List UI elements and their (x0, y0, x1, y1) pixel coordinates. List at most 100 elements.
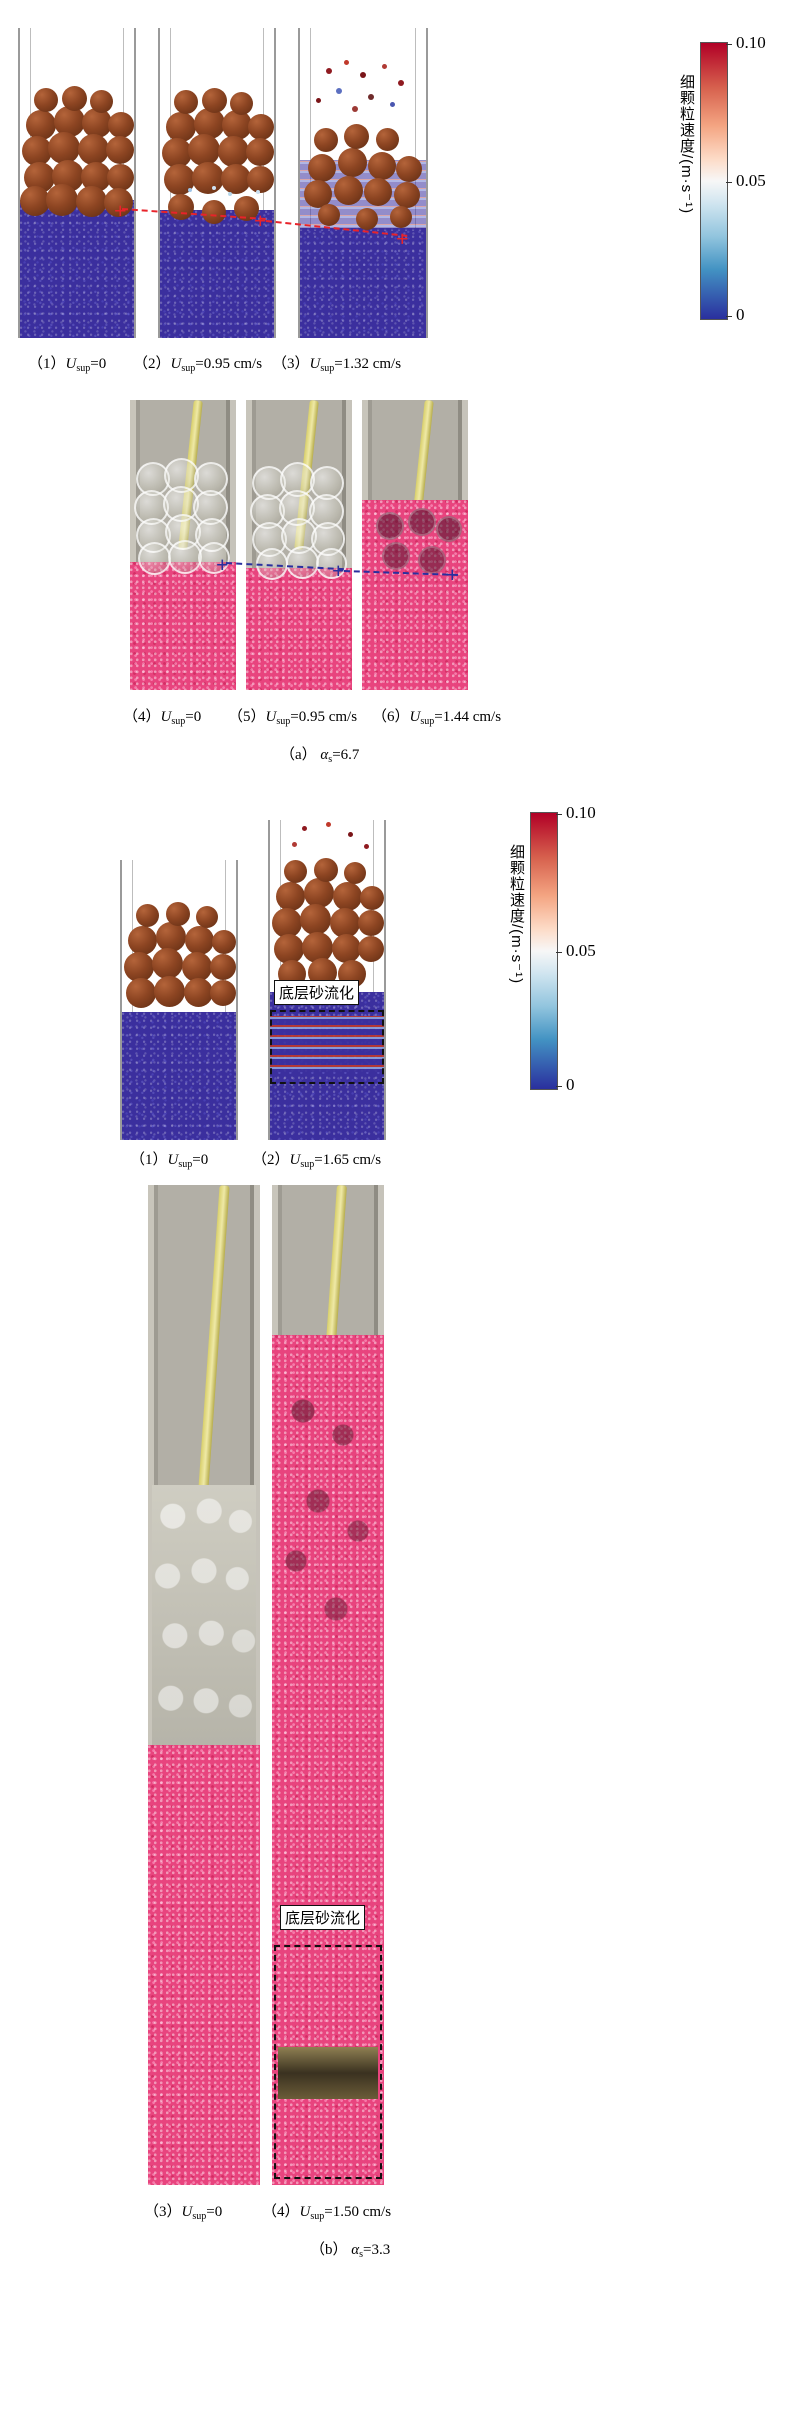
fluidization-highlight-box (270, 1010, 384, 1084)
glass-bead (198, 542, 230, 574)
column-wall-right-icon (236, 860, 238, 1140)
coarse-particle (166, 112, 196, 142)
colorbar-title: 细颗粒速度/(m·s⁻¹) (678, 74, 695, 215)
coarse-particle (34, 88, 58, 112)
coarse-particle (168, 194, 194, 220)
panel-a-label: （a） αs=6.7 (280, 747, 360, 765)
coarse-particle (390, 206, 412, 228)
coarse-particle (368, 152, 396, 180)
column-inner-wall-icon (373, 820, 374, 1140)
fine-sand-bed (300, 228, 426, 338)
caption-b4: （4）Usup=1.50 cm/s (262, 2204, 392, 2222)
coarse-particle (202, 88, 227, 113)
coarse-particle (26, 110, 56, 140)
fine-pink-sand-bed (130, 562, 236, 690)
colorbar-gradient (530, 812, 558, 1090)
coarse-particle (302, 932, 333, 963)
column-wall-left-icon (298, 28, 300, 338)
column-wall-left-icon (268, 820, 270, 1140)
coarse-particle (62, 86, 87, 111)
ejected-fine-particle (326, 822, 331, 827)
coarse-particle (128, 926, 157, 955)
caption-a1: （1）Usup=0 (28, 356, 107, 374)
coarse-particle (230, 92, 253, 115)
coarse-particle (318, 204, 340, 226)
photo-column-a4: + (130, 400, 236, 690)
colorbar-tick (556, 814, 562, 815)
panel-b-simulation-row: 底层砂流化 (120, 820, 420, 1140)
coarse-particle (314, 858, 338, 882)
glass-bead (168, 540, 202, 574)
ejected-fine-particle (364, 844, 369, 849)
photo-column-a5: + (246, 400, 352, 690)
coarse-particle (78, 134, 109, 165)
interface-marker-a6: + (446, 562, 459, 587)
colorbar-panel-b: 0.10 0.05 0 细颗粒速度/(m·s⁻¹) (508, 803, 626, 1096)
fine-sand-bed (160, 210, 274, 338)
coarse-particle (20, 186, 50, 216)
coarse-particle (90, 90, 113, 113)
coarse-particle (46, 184, 78, 216)
ejected-fine-particle (292, 842, 297, 847)
fine-pink-sand-bed (246, 568, 352, 690)
coarse-particle (300, 904, 331, 935)
coarse-particle (202, 200, 226, 224)
coarse-particle (166, 902, 190, 926)
coarse-particle (284, 860, 307, 883)
column-wall-right-icon (134, 28, 136, 338)
photo-column-b3 (148, 1185, 260, 2185)
fluidization-annotation: 底层砂流化 (280, 1905, 366, 1930)
coarse-particle (136, 904, 159, 927)
coarse-particle (358, 910, 384, 936)
photo-column-a6: + (362, 400, 468, 690)
coarse-particle (333, 882, 362, 911)
coarse-particle (162, 138, 192, 168)
colorbar-title: 细颗粒速度/(m·s⁻¹) (508, 844, 525, 985)
glass-bead (138, 542, 171, 575)
fine-particle-splash (212, 186, 216, 190)
coarse-particle (185, 926, 214, 955)
panel-b-label: （b） αs=3.3 (310, 2242, 391, 2260)
coarse-particle (192, 162, 224, 194)
coarse-particle (330, 908, 360, 938)
colorbar-tick (556, 952, 562, 953)
glass-bead-embedded (436, 516, 462, 542)
column-wall-right-icon (426, 28, 428, 338)
coarse-particle (272, 908, 302, 938)
fine-sand-bed (20, 200, 134, 338)
ejected-fine-particle (348, 832, 353, 837)
glass-bead-embedded (418, 546, 446, 574)
coarse-particle (248, 114, 274, 140)
column-wall-left-icon (120, 860, 122, 1140)
fine-particle-splash (228, 192, 232, 196)
caption-b2: （2）Usup=1.65 cm/s (252, 1152, 382, 1170)
coarse-particle (246, 138, 274, 166)
interface-marker-a4: + (216, 552, 229, 577)
ejected-fine-particle (344, 60, 349, 65)
coarse-particle (182, 952, 212, 982)
glass-bead-packing (152, 1485, 256, 1745)
coarse-particle (82, 108, 112, 138)
coarse-particle (364, 178, 392, 206)
glass-bead (316, 548, 347, 579)
sim-column-b2: 底层砂流化 (268, 820, 386, 1140)
coarse-particle (344, 124, 369, 149)
coarse-particle (376, 128, 399, 151)
coarse-particle (276, 882, 305, 911)
glass-bead-embedded (382, 542, 410, 570)
fluidized-bottom-layer (270, 1016, 384, 1072)
coarse-particle (184, 978, 213, 1007)
ejected-fine-particle (326, 68, 332, 74)
coarse-particle (396, 156, 422, 182)
column-wall-left-icon (18, 28, 20, 338)
glass-bead (286, 546, 319, 579)
coarse-particle (188, 134, 220, 166)
ejected-fine-particle (302, 826, 307, 831)
ejected-fine-particle (336, 88, 342, 94)
fluidized-gap-band (278, 2047, 378, 2099)
sim-column-a2: + (158, 28, 276, 338)
coarse-particle (48, 132, 80, 164)
fine-particle-splash (188, 188, 192, 192)
ejected-fine-particle (390, 102, 395, 107)
coarse-particle (76, 186, 107, 217)
